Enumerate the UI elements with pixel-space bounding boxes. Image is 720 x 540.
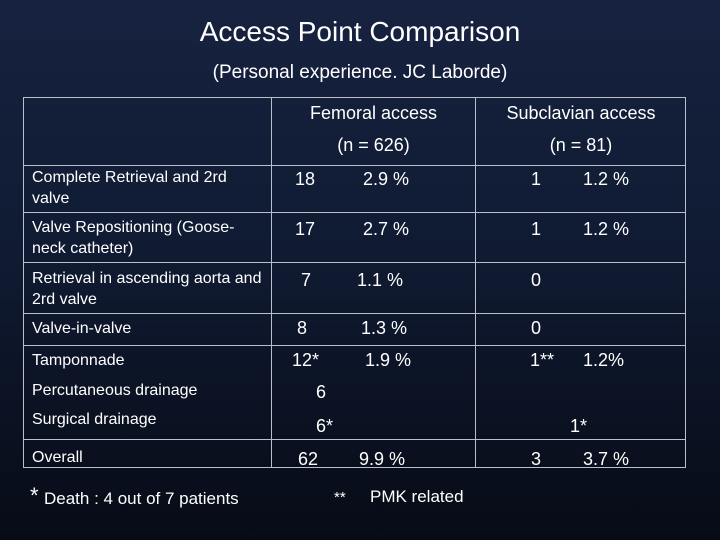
footnote-double-star-symbol: **: [334, 489, 346, 506]
header-divider: [23, 165, 686, 166]
femoral-percent: 2.9 %: [363, 169, 410, 189]
subclavian-count: 0: [531, 318, 542, 338]
row-label-surgical-drainage: Surgical drainage: [32, 411, 157, 428]
row-label-valve-in-valve: Valve-in-valve: [32, 320, 132, 337]
femoral-count: 8: [297, 318, 308, 338]
row-label-tamponnade: Tamponnade: [32, 352, 125, 369]
comparison-table: [23, 97, 686, 468]
row-label-retrieval-ascending-aorta: Retrieval in ascending aorta and 2rd val…: [32, 270, 262, 308]
femoral-percent: 9.9 %: [359, 449, 406, 469]
femoral-count: 18: [295, 169, 316, 189]
subclavian-count: 0: [531, 270, 542, 290]
footnote-star-symbol: *: [30, 483, 39, 508]
slide-title: Access Point Comparison: [199, 16, 521, 47]
femoral-count: 6: [316, 382, 327, 402]
subclavian-count: 1**: [530, 350, 555, 370]
femoral-count: 17: [295, 219, 316, 239]
femoral-percent: 1.1 %: [357, 270, 404, 290]
subclavian-percent: 1.2%: [583, 350, 625, 370]
row-divider: [23, 313, 686, 314]
subclavian-count: 3: [531, 449, 542, 469]
column-divider: [271, 97, 272, 468]
subclavian-count: 1: [531, 219, 542, 239]
subclavian-header: Subclavian access: [506, 103, 656, 123]
subclavian-percent: 1.2 %: [583, 169, 630, 189]
subclavian-percent: 3.7 %: [583, 449, 630, 469]
femoral-n: (n = 626): [337, 135, 410, 155]
footnote-death: Death : 4 out of 7 patients: [44, 489, 239, 508]
femoral-count: 12*: [292, 350, 320, 370]
footnote-pmk: PMK related: [370, 487, 464, 506]
column-divider: [475, 97, 476, 468]
femoral-count: 62: [298, 449, 319, 469]
femoral-percent: 2.7 %: [363, 219, 410, 239]
femoral-count: 6*: [316, 416, 334, 436]
row-label-percutaneous-drainage: Percutaneous drainage: [32, 382, 198, 399]
femoral-percent: 1.9 %: [365, 350, 412, 370]
row-label-overall: Overall: [32, 449, 83, 466]
femoral-header: Femoral access: [309, 103, 438, 123]
subclavian-percent: 1.2 %: [583, 219, 630, 239]
row-label-valve-repositioning: Valve Repositioning (Goose-neck catheter…: [32, 219, 235, 257]
subclavian-n: (n = 81): [549, 135, 613, 155]
femoral-percent: 1.3 %: [361, 318, 408, 338]
row-divider: [23, 212, 686, 213]
subclavian-count: 1: [531, 169, 542, 189]
femoral-count: 7: [301, 270, 312, 290]
row-label-complete-retrieval: Complete Retrieval and 2rd valve: [32, 169, 227, 207]
row-divider: [23, 345, 686, 346]
subclavian-count: 1*: [570, 416, 588, 436]
row-divider: [23, 439, 686, 440]
slide-subtitle: (Personal experience. JC Laborde): [212, 62, 508, 83]
row-divider: [23, 262, 686, 263]
